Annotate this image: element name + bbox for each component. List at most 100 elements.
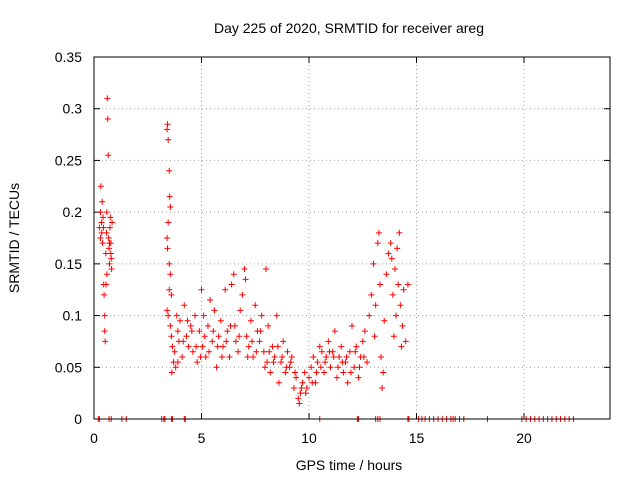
data-point — [306, 374, 312, 381]
data-point — [103, 281, 110, 288]
data-point — [242, 276, 249, 283]
data-point — [266, 348, 273, 355]
data-point — [321, 369, 328, 376]
data-point — [296, 400, 303, 407]
data-point — [245, 343, 252, 350]
data-point — [288, 353, 295, 360]
data-point — [331, 328, 338, 335]
data-point — [290, 384, 297, 391]
data-point — [398, 343, 405, 350]
data-point — [235, 348, 242, 355]
data-point — [327, 364, 334, 371]
data-point — [97, 209, 104, 216]
data-point — [299, 379, 306, 386]
data-point — [100, 224, 107, 231]
data-point — [198, 286, 205, 293]
data-point — [106, 260, 113, 267]
data-point — [252, 302, 259, 309]
data-point — [349, 322, 355, 329]
data-point — [209, 338, 216, 345]
data-point — [101, 312, 108, 319]
data-point — [356, 364, 363, 371]
data-point — [292, 369, 299, 376]
data-point — [192, 312, 199, 319]
data-point — [274, 343, 281, 350]
data-point — [179, 353, 186, 360]
data-point — [249, 338, 256, 345]
x-tick-label: 15 — [409, 430, 425, 446]
data-point — [374, 240, 381, 247]
data-point — [313, 369, 320, 376]
y-tick-label: 0.3 — [63, 101, 83, 117]
y-tick-label: 0.35 — [55, 49, 82, 65]
data-point — [340, 369, 347, 376]
data-point — [316, 343, 323, 350]
data-point — [174, 359, 181, 366]
data-point — [237, 307, 244, 314]
data-point — [258, 312, 265, 319]
data-point — [347, 369, 354, 376]
data-points — [95, 95, 577, 422]
data-point — [166, 193, 173, 200]
data-point — [218, 353, 225, 360]
data-point — [364, 359, 371, 366]
data-point — [323, 353, 330, 360]
data-point — [381, 317, 388, 324]
data-point — [177, 317, 183, 324]
data-point — [308, 364, 315, 371]
data-point — [97, 235, 104, 241]
data-point — [165, 136, 172, 143]
data-point — [97, 183, 104, 190]
data-point — [353, 343, 360, 350]
data-point — [260, 348, 267, 355]
data-point — [372, 302, 379, 309]
data-point — [395, 281, 402, 288]
data-point — [271, 353, 278, 360]
data-point — [303, 384, 310, 391]
data-point — [371, 333, 378, 340]
y-axis-label: SRMTID / TECUs — [6, 183, 22, 293]
data-point — [404, 281, 411, 288]
data-point — [98, 229, 105, 236]
data-point — [108, 266, 115, 273]
data-point — [107, 214, 114, 221]
data-point — [104, 95, 111, 102]
data-point — [376, 281, 383, 288]
data-point — [257, 328, 264, 335]
data-point — [326, 348, 333, 355]
data-point — [227, 322, 234, 329]
data-point — [275, 379, 282, 386]
data-point — [335, 364, 342, 371]
x-tick-label: 0 — [90, 430, 98, 446]
y-tick-label: 0.05 — [55, 359, 82, 375]
data-point — [211, 307, 218, 314]
data-point — [243, 333, 250, 340]
x-tick-label: 5 — [198, 430, 206, 446]
data-point — [164, 235, 171, 241]
x-tick-labels: 0 5 10 15 20 — [90, 430, 532, 446]
data-point — [387, 240, 394, 247]
data-point — [181, 302, 188, 309]
data-point — [164, 307, 171, 314]
data-point — [99, 198, 106, 205]
data-point — [207, 297, 214, 304]
data-point — [196, 328, 203, 335]
data-point — [106, 245, 113, 252]
data-point — [105, 152, 112, 159]
data-point — [317, 364, 324, 371]
data-point — [184, 317, 191, 324]
data-point — [366, 312, 373, 319]
data-point — [98, 219, 105, 226]
data-point — [164, 245, 171, 252]
data-point — [278, 359, 285, 366]
data-point — [302, 390, 309, 397]
data-point — [282, 369, 289, 376]
plot-frame — [93, 56, 611, 420]
data-point — [172, 364, 179, 371]
data-point — [201, 333, 208, 340]
data-point — [339, 359, 346, 366]
data-point — [217, 317, 224, 324]
data-point — [101, 291, 108, 298]
